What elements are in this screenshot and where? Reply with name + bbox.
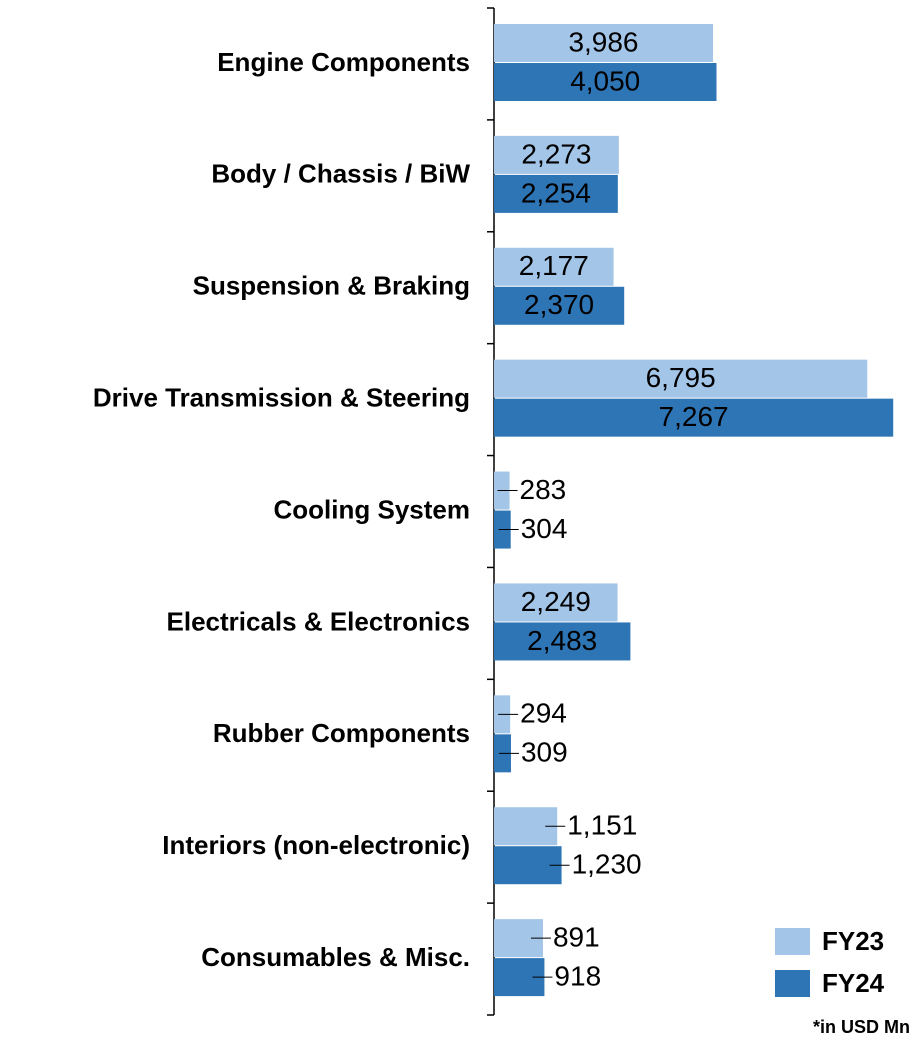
category-label: Interiors (non-electronic) [162,830,470,860]
category-label: Rubber Components [213,718,470,748]
value-label: 7,267 [659,401,729,432]
value-label: 2,483 [527,625,597,656]
bar [494,583,618,622]
legend-label: FY23 [822,926,884,956]
bar [494,63,717,101]
category-label: Consumables & Misc. [201,942,470,972]
legend-swatch [775,928,810,955]
bar [494,359,868,398]
bar [494,286,625,325]
unit-note: *in USD Mn [813,1017,910,1037]
bar [494,247,614,286]
value-label: 2,254 [521,177,591,208]
legend-swatch [775,970,810,997]
bar [494,398,894,437]
category-label: Suspension & Braking [193,271,470,301]
category-label: Engine Components [217,47,470,77]
category-label: Electricals & Electronics [167,606,470,636]
value-label: 4,050 [570,65,640,96]
value-label: 2,249 [521,586,591,617]
value-label: 2,177 [519,250,589,281]
value-label: 294 [520,698,567,729]
value-label: 304 [521,513,568,544]
bar [494,622,631,661]
bar [494,174,618,213]
value-label: 2,273 [521,138,591,169]
bar [494,135,619,174]
value-label: 918 [554,961,601,992]
category-label: Body / Chassis / BiW [211,159,470,189]
value-label: 309 [521,737,568,768]
legend-label: FY24 [822,968,885,998]
category-label: Cooling System [274,494,470,524]
value-label: 283 [520,474,567,505]
bar [494,24,713,62]
value-label: 3,986 [568,26,638,57]
category-label: Drive Transmission & Steering [93,382,470,412]
value-label: 6,795 [646,362,716,393]
value-label: 891 [553,922,600,953]
value-label: 1,230 [572,849,642,880]
value-label: 2,370 [524,289,594,320]
value-label: 1,151 [567,810,637,841]
